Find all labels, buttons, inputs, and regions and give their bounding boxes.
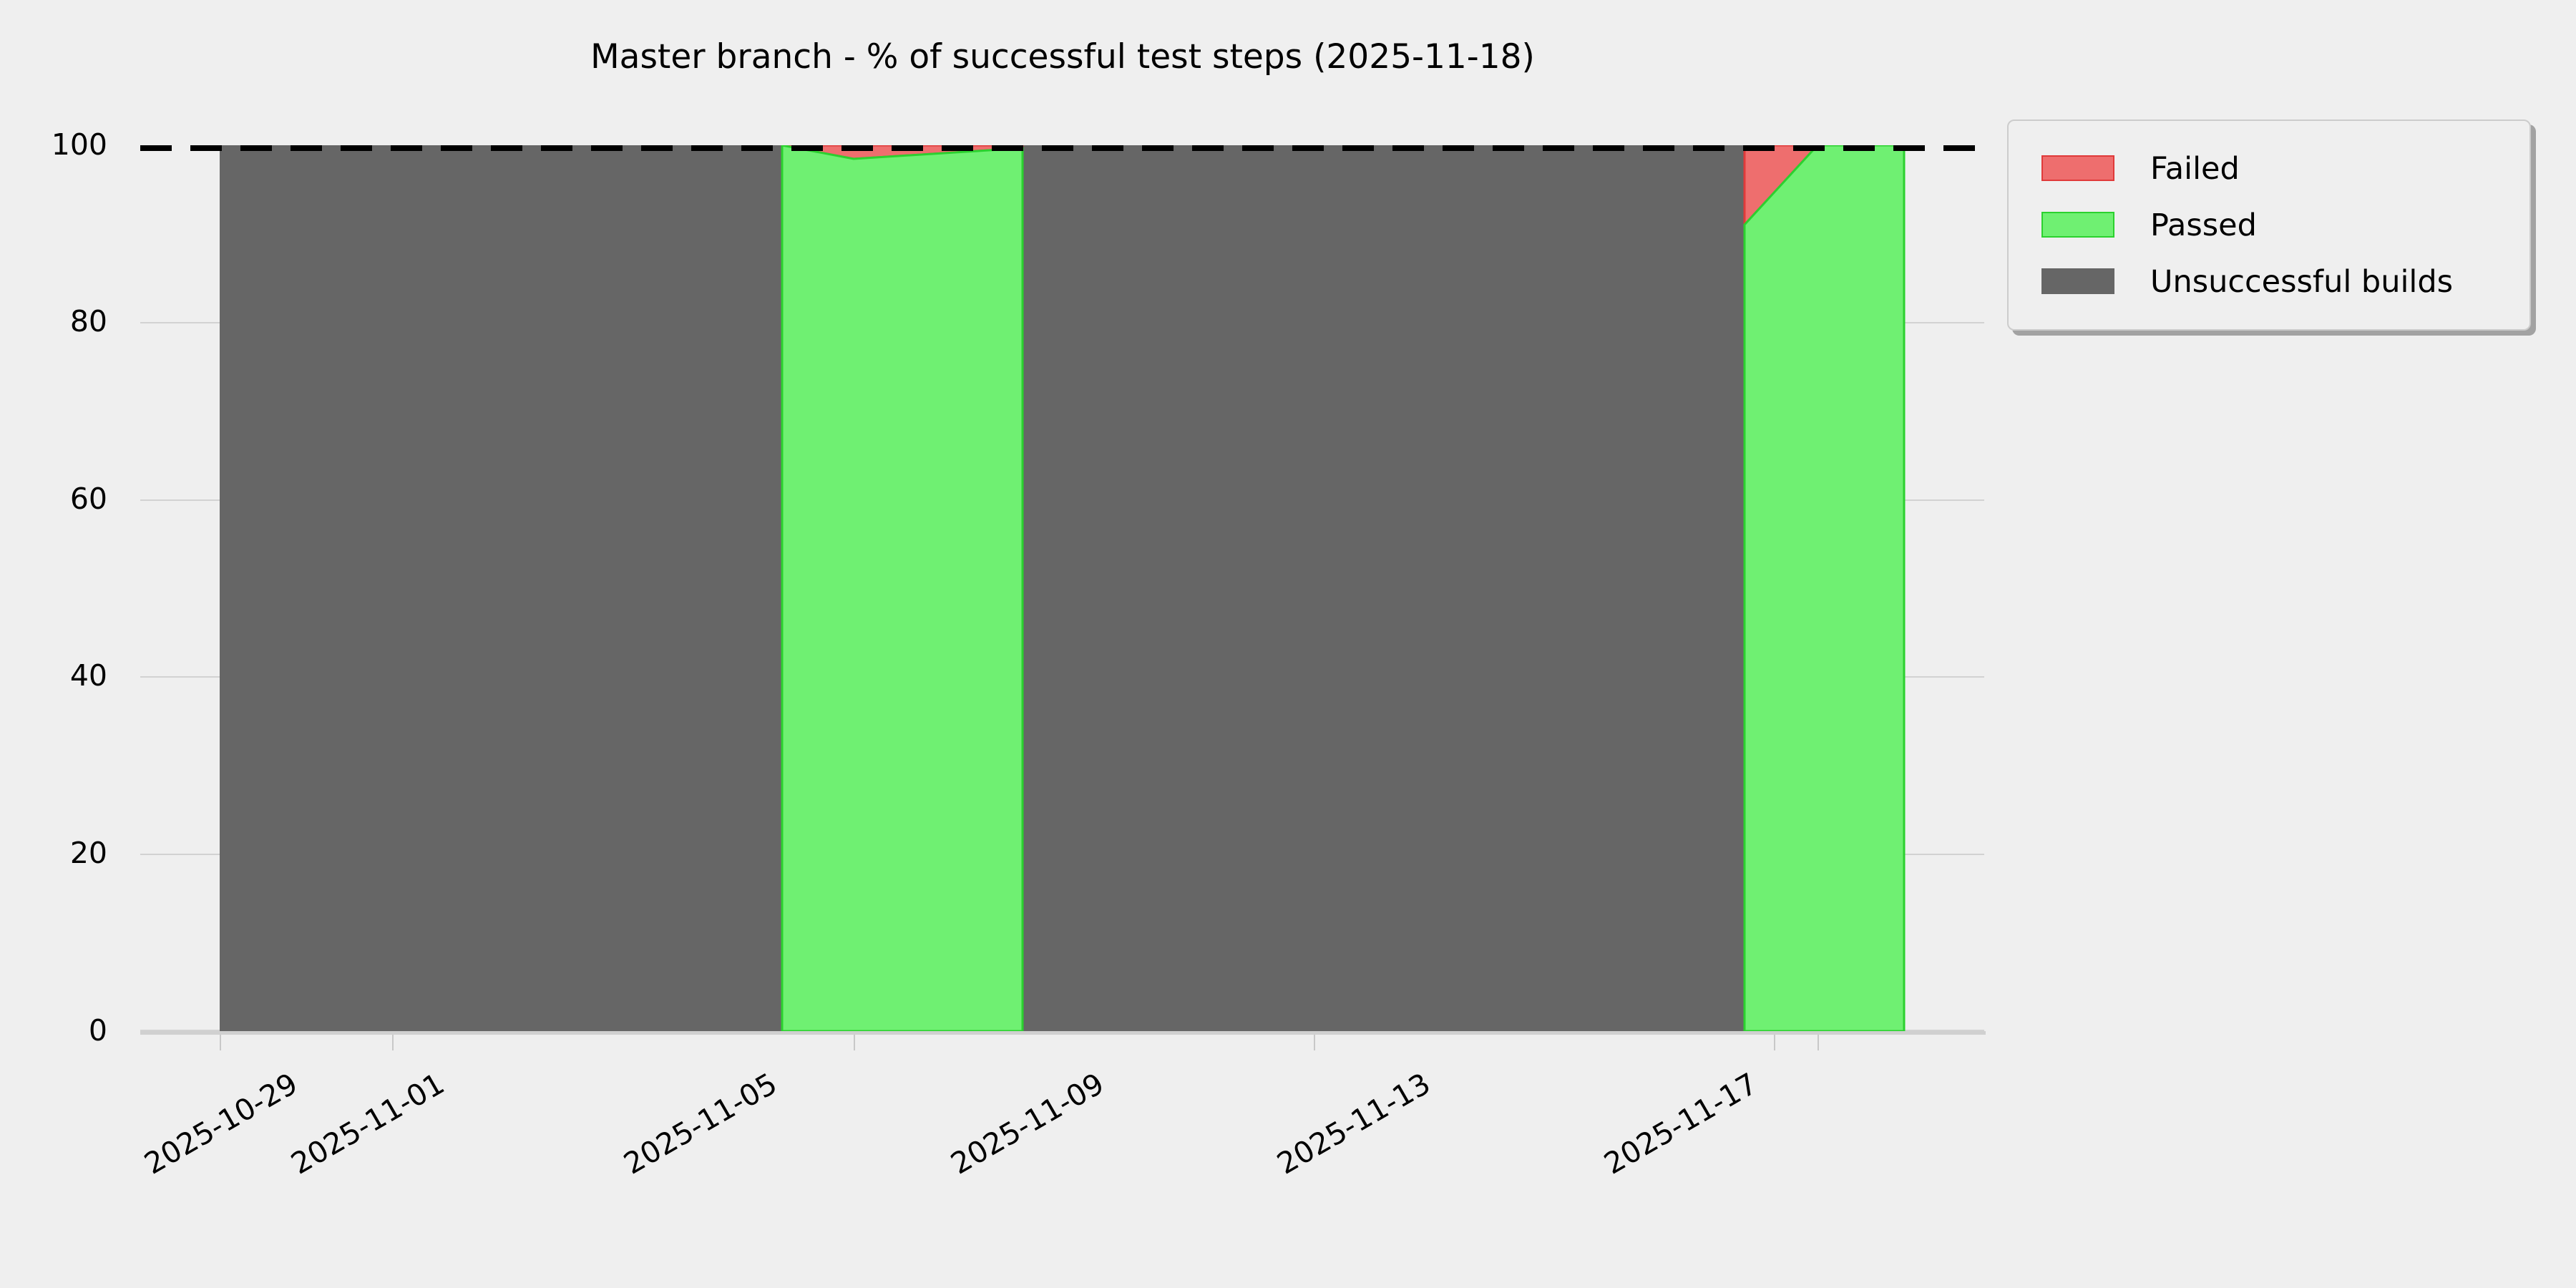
xtick-label-2025-11-13: 2025-11-13 [1271,1066,1436,1181]
xtick-mark-2025-10-29 [220,1035,221,1050]
legend-label-unsuccessful-builds: Unsuccessful builds [2150,264,2454,300]
legend-label-failed: Failed [2150,151,2240,187]
x-axis-spine [140,1031,1986,1035]
chart-data-areas [140,145,1984,1031]
area-passed-2 [1743,145,1906,1031]
ytick-label-40: 40 [69,658,107,693]
ytick-label-60: 60 [69,482,107,516]
chart-legend[interactable]: Failed Passed Unsuccessful builds [2007,119,2531,331]
xtick-mark-2025-11-05 [854,1035,855,1050]
legend-label-passed: Passed [2150,208,2257,243]
xtick-mark-2025-11-17 [1818,1035,1819,1050]
area-passed-1 [781,145,1024,1031]
legend-swatch-unsuccessful-builds-icon [2041,268,2114,294]
area-unsuccessful-builds-1 [220,145,782,1031]
legend-swatch-passed-icon [2041,212,2114,238]
xtick-mark-2025-11-13 [1774,1035,1775,1050]
legend-swatch-failed-icon [2041,155,2114,181]
plot-area [140,145,1984,1031]
ytick-label-80: 80 [69,304,107,338]
page-title: Master branch - % of successful test ste… [590,37,1535,77]
xtick-label-2025-11-17: 2025-11-17 [1598,1066,1763,1181]
area-unsuccessful-builds-2 [1023,145,1745,1031]
ytick-label-20: 20 [69,836,107,870]
ytick-label-100: 100 [51,127,107,162]
xtick-mark-2025-11-01 [392,1035,394,1050]
xtick-mark-2025-11-09 [1314,1035,1315,1050]
xtick-label-2025-11-05: 2025-11-05 [618,1066,783,1181]
xtick-label-2025-11-09: 2025-11-09 [945,1066,1110,1181]
ytick-label-0: 0 [88,1013,107,1048]
